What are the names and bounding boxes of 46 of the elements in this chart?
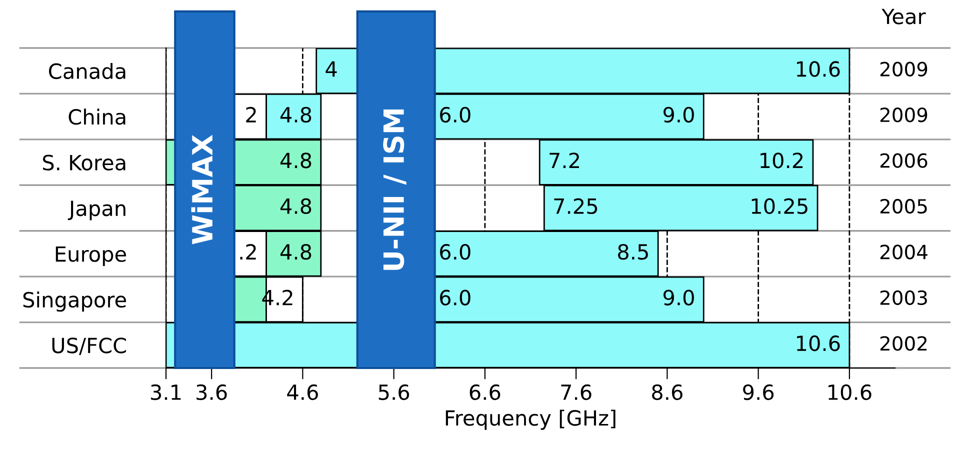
band-label: U-NII / ISM — [383, 110, 406, 270]
annotation: 10.25 — [752, 198, 808, 214]
y2-tick-label: 2002 — [880, 336, 927, 351]
annotation: 6.0 — [440, 290, 470, 306]
x-tick-label: 9.6 — [743, 384, 774, 400]
y2-tick-label: 2004 — [880, 244, 928, 260]
y-tick-label: China — [68, 108, 126, 125]
annotation: 10.6 — [797, 61, 840, 77]
annotation: 4.8 — [280, 244, 312, 260]
y2-tick-label: 2009 — [880, 62, 928, 76]
y-tick-label: Europe — [56, 246, 126, 266]
annotation: 7.2 — [550, 152, 579, 168]
annotation: 6.0 — [440, 244, 470, 260]
annotation: .2 — [240, 244, 256, 260]
y-tick-label: Singapore — [23, 292, 126, 312]
x-tick-label: 6.6 — [470, 384, 500, 400]
x-tick-label: 4.6 — [287, 384, 318, 400]
annotation: 4.8 — [280, 198, 312, 214]
annotation: 6.0 — [440, 106, 470, 123]
y-tick-label: Canada — [49, 62, 126, 80]
annotation: 4 — [326, 61, 337, 77]
annotation: 4.8 — [280, 152, 312, 168]
y2-axis-title: Year — [882, 8, 926, 24]
annotation: 7.25 — [554, 198, 598, 214]
annotation: 2 — [246, 106, 256, 122]
y-tick-label: US/FCC — [52, 338, 126, 355]
annotation: 10.6 — [797, 335, 840, 352]
x-axis-title: Frequency [GHz] — [446, 410, 616, 430]
annotation: 9.0 — [663, 106, 694, 123]
x-tick-label: 5.6 — [378, 384, 410, 400]
band-label: WiMAX — [191, 134, 212, 244]
y2-tick-label: 2003 — [880, 290, 927, 306]
x-tick-label: 8.6 — [652, 384, 682, 400]
y2-tick-label: 2005 — [880, 198, 927, 214]
y2-tick-label: 2006 — [880, 153, 928, 168]
x-tick-label: 10.6 — [828, 384, 872, 400]
annotation: 10.2 — [760, 152, 803, 168]
y-tick-label: S. Korea — [42, 154, 126, 170]
annotation: 4.8 — [280, 106, 312, 123]
annotation: 9.0 — [663, 290, 694, 306]
y2-tick-label: 2009 — [880, 108, 928, 122]
x-tick-label: 3.1 — [151, 384, 181, 400]
annotation: 8.5 — [618, 244, 648, 260]
x-tick-label: 3.6 — [196, 384, 227, 400]
y-tick-label: Japan — [68, 200, 126, 220]
x-tick-label: 7.6 — [561, 384, 592, 400]
